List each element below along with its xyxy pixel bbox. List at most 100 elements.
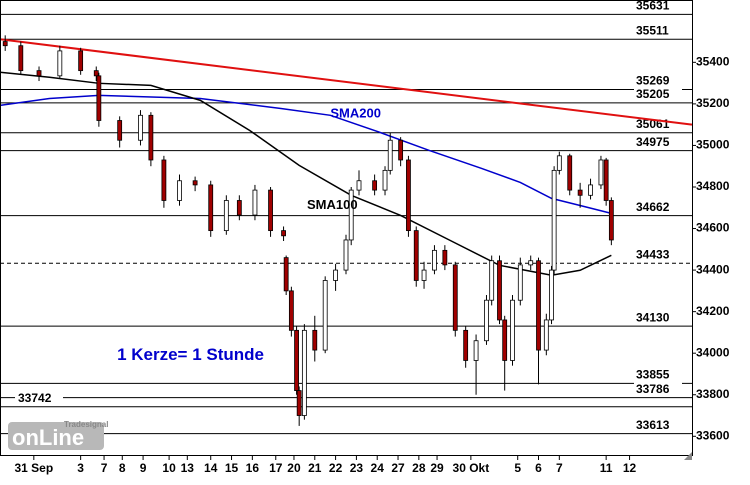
annotation: SMA200 xyxy=(330,106,381,121)
x-tick-label: 7 xyxy=(101,461,108,475)
candle-body xyxy=(588,184,593,196)
level-label-bg xyxy=(634,417,682,432)
candle-body xyxy=(296,390,302,416)
x-tick-label: 27 xyxy=(391,461,405,475)
level-label: 35269 xyxy=(636,74,670,88)
candle-body xyxy=(2,41,8,47)
candle-body xyxy=(138,114,143,141)
candle-body xyxy=(343,239,349,271)
candle-body xyxy=(283,257,289,292)
candle-body xyxy=(96,75,102,121)
candle-body xyxy=(18,45,24,72)
candle-body xyxy=(484,299,489,342)
candle-body xyxy=(608,200,614,241)
level-label: 33742 xyxy=(18,391,52,405)
candle-body xyxy=(348,189,354,241)
x-tick-label: 7 xyxy=(556,461,563,475)
x-tick-label: 21 xyxy=(308,461,322,475)
candle-body xyxy=(489,260,495,301)
candle-body xyxy=(603,159,609,201)
candle-body xyxy=(223,200,229,232)
candle-body xyxy=(497,260,502,321)
x-tick-label: 17 xyxy=(269,461,283,475)
candle-body xyxy=(312,329,318,351)
x-tick-label: 15 xyxy=(225,461,239,475)
x-tick-label: 5 xyxy=(514,461,521,475)
x-tick-label: 13 xyxy=(181,461,195,475)
logo-brand: Tradesignal xyxy=(64,420,108,429)
candle-body xyxy=(372,180,378,191)
candle-body xyxy=(536,260,541,351)
candle-body xyxy=(567,155,573,191)
candle-body xyxy=(322,280,328,351)
candle-body xyxy=(57,50,63,77)
candle-body xyxy=(406,159,411,232)
level-label-bg xyxy=(634,23,682,38)
level-label-bg xyxy=(634,199,682,214)
candle-body xyxy=(333,269,338,281)
x-tick-label: 31 Sep xyxy=(14,461,53,475)
candle-body xyxy=(452,264,458,331)
candle-body xyxy=(510,299,515,361)
level-label: 33613 xyxy=(636,418,670,432)
x-tick-label: 29 xyxy=(430,461,444,475)
level-label: 35511 xyxy=(636,23,669,37)
level-label-bg xyxy=(634,310,682,325)
candle-body xyxy=(442,249,448,266)
y-tick-label: 33600 xyxy=(696,428,730,442)
x-tick-label: 6 xyxy=(535,461,542,475)
candle-body xyxy=(598,159,604,186)
y-tick-label: 33800 xyxy=(696,387,730,401)
candle-body xyxy=(192,180,198,186)
x-tick-label: 23 xyxy=(350,461,364,475)
level-label: 34130 xyxy=(636,310,670,324)
level-label: 33786 xyxy=(636,382,670,396)
candle-body xyxy=(236,200,242,216)
y-tick-label: 35400 xyxy=(696,55,730,69)
candle-body xyxy=(356,180,362,191)
candle-body xyxy=(387,139,393,171)
candle-body xyxy=(281,230,286,237)
x-tick-label: 3 xyxy=(77,461,84,475)
candle-body xyxy=(117,120,123,141)
candle-body xyxy=(421,269,427,281)
candle-body xyxy=(208,184,214,232)
candle-body xyxy=(36,70,42,77)
candle-body xyxy=(543,319,549,351)
level-label-bg xyxy=(15,390,63,405)
x-tick-label: 16 xyxy=(246,461,260,475)
level-label-bg xyxy=(634,86,682,101)
logo-name: onLine xyxy=(12,425,84,450)
candle-body xyxy=(382,169,388,191)
level-label-bg xyxy=(634,134,682,149)
x-tick-label: 20 xyxy=(287,461,301,475)
level-label: 33855 xyxy=(636,367,670,381)
level-label: 34975 xyxy=(636,135,670,149)
x-tick-label: 30 Okt xyxy=(453,461,490,475)
level-label-bg xyxy=(634,0,682,13)
candle-body xyxy=(252,189,258,216)
x-tick-label: 22 xyxy=(329,461,343,475)
y-tick-label: 35000 xyxy=(696,138,730,152)
candle-body xyxy=(502,319,508,361)
scroll-marker xyxy=(684,452,692,460)
annotation: 1 Kerze= 1 Stunde xyxy=(117,345,264,364)
logo: Tradesignal onLine xyxy=(8,420,108,450)
candle-body xyxy=(517,264,523,301)
candle-body xyxy=(148,114,154,161)
x-tick-label: 12 xyxy=(623,461,637,475)
y-tick-label: 34800 xyxy=(696,179,730,193)
x-tick-label: 24 xyxy=(371,461,385,475)
candle-body xyxy=(528,260,534,266)
candle-body xyxy=(413,230,419,281)
candle-body xyxy=(556,155,562,171)
x-tick-label: 9 xyxy=(140,461,147,475)
level-label: 34433 xyxy=(636,247,670,261)
x-tick-label: 10 xyxy=(162,461,176,475)
candle-body xyxy=(78,50,84,72)
x-tick-label: 8 xyxy=(119,461,126,475)
plot-frame xyxy=(0,0,693,456)
moving-average-line xyxy=(0,71,612,277)
x-tick-label: 28 xyxy=(412,461,426,475)
